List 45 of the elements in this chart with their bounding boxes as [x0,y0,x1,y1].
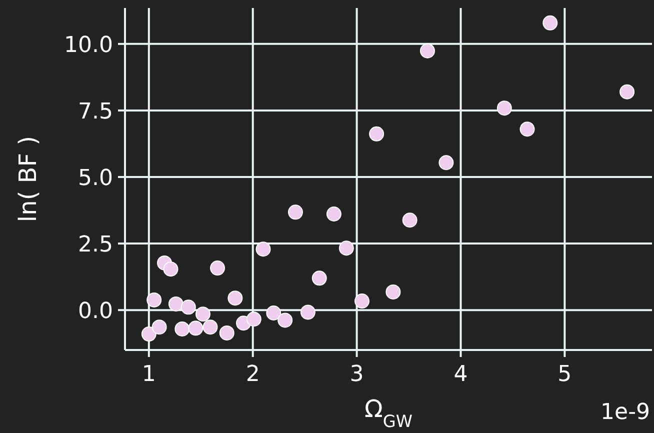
point [202,320,218,335]
point [288,204,303,220]
point [168,296,184,312]
point [163,262,178,277]
x-tick-label: 1 [142,362,156,387]
y-tick-label: 10.0 [64,32,113,58]
point [300,304,316,320]
point [152,320,167,335]
point [420,43,435,58]
point [402,212,418,228]
point [246,312,262,327]
x-tick-label: 2 [246,362,260,387]
point [312,270,327,286]
y-tick-label: 7.5 [78,99,113,124]
point [354,294,370,309]
point [438,155,454,170]
point [386,284,401,300]
point [338,240,354,256]
point [542,15,558,30]
point [256,242,271,257]
point [180,300,196,315]
point [369,126,384,142]
point [188,320,204,336]
point [141,326,156,342]
text: 1e-9 [600,400,650,425]
point [278,312,293,328]
y-tick-label: 2.5 [78,232,113,258]
x-axis-title: Ω$_{GW}$ [364,395,413,431]
point [195,306,210,322]
y-tick-label: 5.0 [78,166,113,192]
x-tick-label: 4 [454,362,468,387]
point [174,321,190,336]
point [326,206,342,222]
point [496,100,512,116]
point [520,122,535,137]
point [620,84,635,100]
point [219,325,234,340]
x-tick-label: 5 [558,362,572,387]
point [228,290,243,306]
point [266,306,282,321]
point [210,260,226,276]
y-tick-label: 0.0 [78,299,113,324]
y-axis-title: ln( BF ) [14,136,42,222]
point [146,292,162,308]
x-tick-label: 3 [350,362,364,387]
